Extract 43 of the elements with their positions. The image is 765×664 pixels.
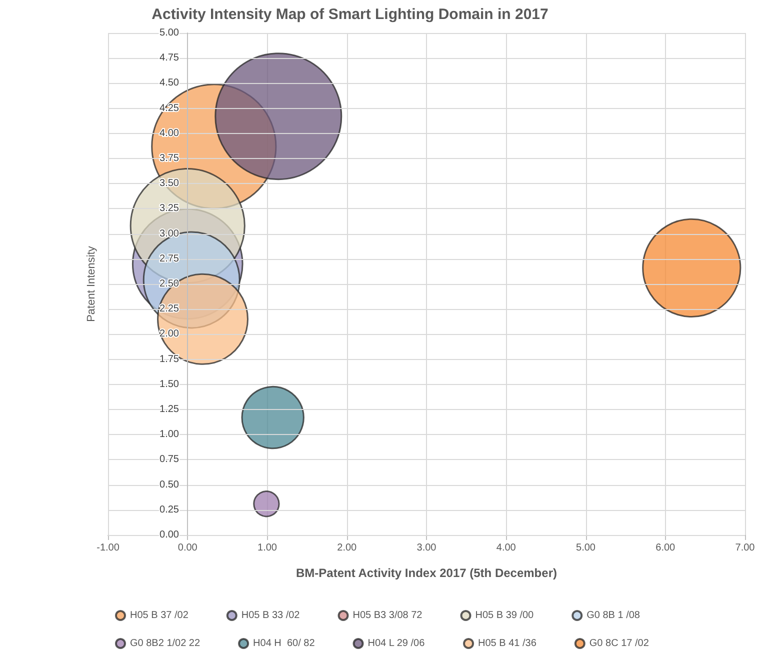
legend-label: H05 B 37 /02 <box>130 610 189 621</box>
y-tick-label: 1.75 <box>160 354 180 365</box>
x-axis-title: BM-Patent Activity Index 2017 (5th December) <box>296 566 557 580</box>
y-tick-label: 4.50 <box>160 78 180 89</box>
y-tick-label: 0.25 <box>160 504 180 516</box>
legend-label: G0 8C 17 /02 <box>589 638 650 649</box>
y-tick-label: 5.00 <box>160 28 180 38</box>
x-tick-label: 4.00 <box>496 542 516 554</box>
y-tick-label: 4.75 <box>160 52 180 64</box>
legend-label: H05 B 39 /00 <box>475 610 534 621</box>
x-tick-label: 1.00 <box>258 542 278 554</box>
y-tick-label: 2.00 <box>160 328 180 340</box>
x-tick-label: 6.00 <box>656 542 676 554</box>
y-tick-label: 1.50 <box>160 378 180 390</box>
y-tick-label: 4.25 <box>160 102 180 114</box>
y-tick-label: 0.75 <box>160 454 180 466</box>
y-tick-label: 3.00 <box>160 228 180 240</box>
legend-label: H05 B3 3/08 72 <box>352 610 423 621</box>
chart-title: Activity Intensity Map of Smart Lighting Domain in 2017 <box>152 6 548 23</box>
legend-label: G0 8B 1 /08 <box>586 610 640 621</box>
x-tick-label: 0.00 <box>178 542 198 554</box>
x-tick-label: 7.00 <box>735 542 756 554</box>
x-tick-label: 2.00 <box>337 542 358 554</box>
y-tick-label: 0.50 <box>160 479 180 490</box>
y-tick-label: 0.00 <box>160 530 180 540</box>
legend-label: H05 B 33 /02 <box>241 610 300 621</box>
y-tick-label: 2.75 <box>160 253 180 264</box>
y-tick-label: 1.00 <box>160 429 180 440</box>
y-tick-label: 3.50 <box>160 178 180 190</box>
y-tick-label: 2.25 <box>160 304 180 315</box>
legend-label: H05 B 41 /36 <box>478 638 537 649</box>
y-tick-label: 3.25 <box>160 203 180 214</box>
y-tick-label: 2.50 <box>160 278 180 290</box>
y-axis-title: Patent Intensity <box>86 246 98 322</box>
x-tick-label: -1.00 <box>96 542 120 554</box>
y-tick-label: 3.75 <box>160 153 180 164</box>
legend-label: H04 L 29 /06 <box>368 638 426 649</box>
legend-label: G0 8B2 1/02 22 <box>130 638 200 649</box>
x-tick-label: 5.00 <box>576 542 596 554</box>
y-tick-label: 1.25 <box>160 404 180 415</box>
y-tick-label: 4.00 <box>160 128 180 139</box>
legend-label: H04 H 60/ 82 <box>253 638 316 649</box>
x-tick-label: 3.00 <box>416 542 437 554</box>
